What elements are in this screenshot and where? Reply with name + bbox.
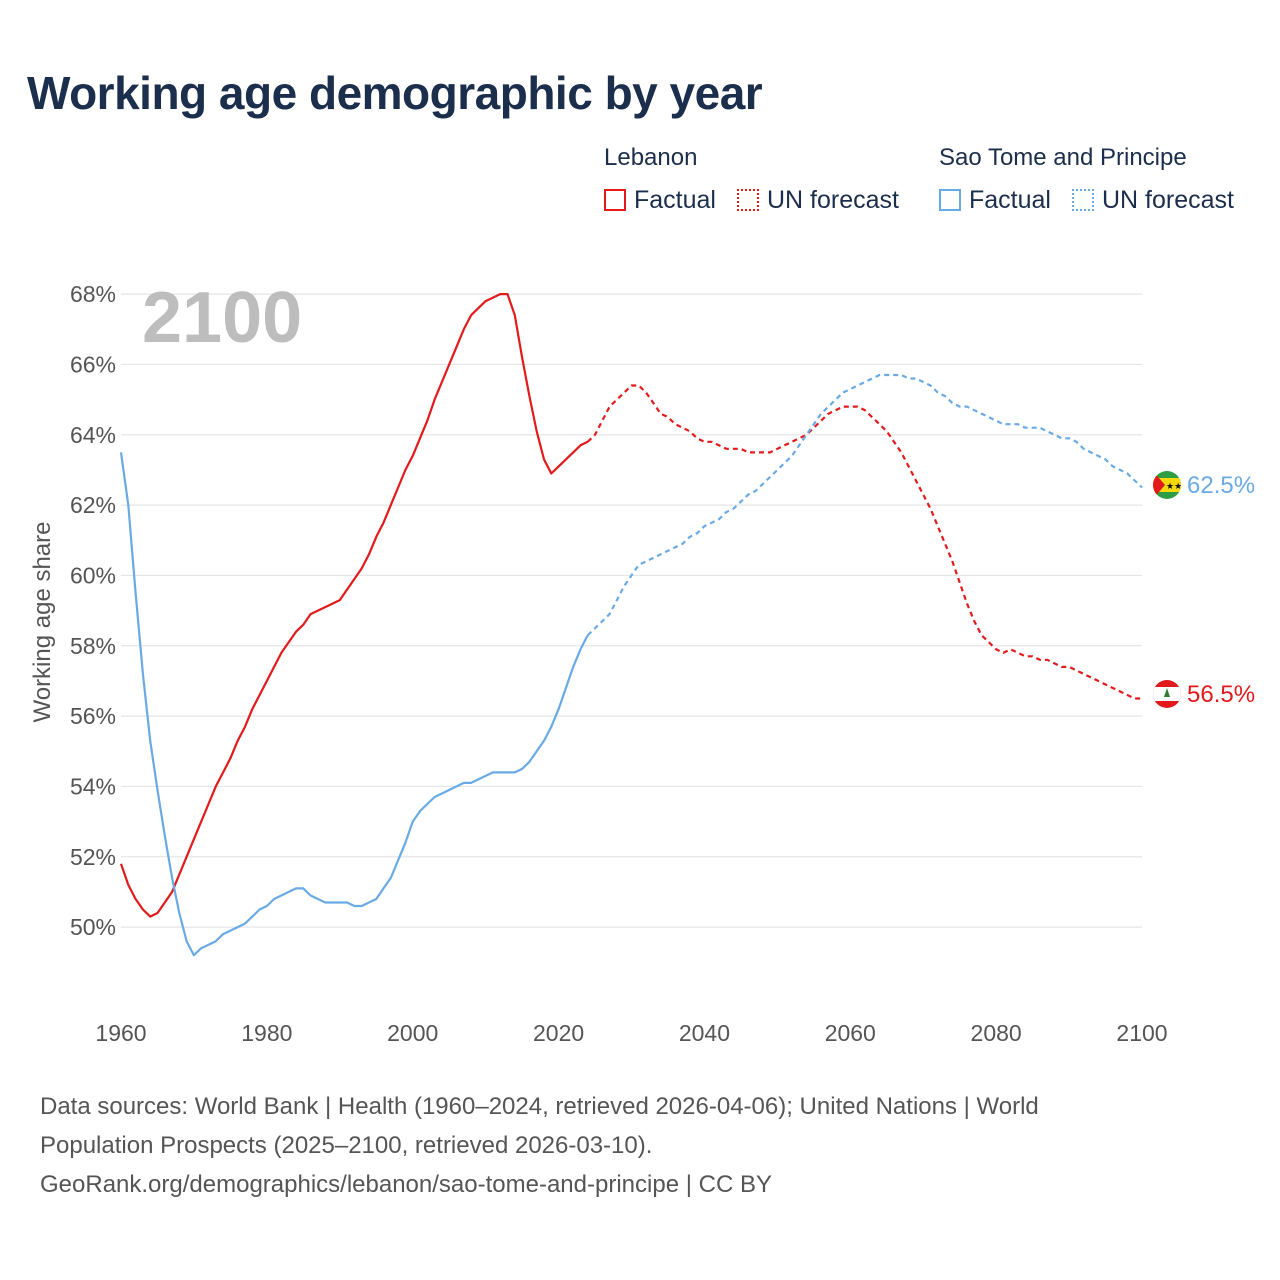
y-tick-label: 62% bbox=[70, 492, 116, 518]
gridlines bbox=[121, 293, 1142, 928]
footer-line: Data sources: World Bank | Health (1960–… bbox=[40, 1093, 1039, 1120]
legend-swatch-dotted-blue bbox=[1072, 189, 1094, 211]
y-tick-label: 52% bbox=[70, 844, 116, 870]
footer-sources: Data sources: World Bank | Health (1960–… bbox=[40, 1087, 1240, 1204]
y-tick-label: 66% bbox=[70, 351, 116, 377]
legend-swatch-solid-blue bbox=[939, 189, 961, 211]
footer-line: Population Prospects (2025–2100, retriev… bbox=[40, 1132, 653, 1159]
y-tick-label: 50% bbox=[70, 914, 116, 940]
legend-lebanon-factual[interactable]: Factual bbox=[604, 186, 716, 214]
legend-label: Factual bbox=[634, 185, 716, 214]
legend-label: UN forecast bbox=[767, 185, 899, 214]
y-tick-label: 58% bbox=[70, 633, 116, 659]
series-lines bbox=[119, 293, 1143, 957]
legend-swatch-solid-red bbox=[604, 189, 626, 211]
footer-link[interactable]: GeoRank.org/demographics/lebanon/sao-tom… bbox=[40, 1171, 772, 1198]
series-line-lebanon-factual bbox=[119, 293, 589, 918]
series-line-lebanon-forecast bbox=[586, 384, 1142, 700]
series-line-sao-tome-factual bbox=[119, 452, 589, 957]
x-tick-label: 2100 bbox=[1116, 1020, 1167, 1046]
x-tick-label: 1960 bbox=[95, 1020, 146, 1046]
end-value-label-sao-tome: 62.5% bbox=[1187, 472, 1255, 499]
x-tick-label: 2000 bbox=[387, 1020, 438, 1046]
x-tick-label: 1980 bbox=[241, 1020, 292, 1046]
y-axis-label: Working age share bbox=[29, 522, 56, 723]
legend-country-sao-tome: Sao Tome and Principe bbox=[939, 144, 1187, 171]
chart-title: Working age demographic by year bbox=[27, 67, 763, 119]
lebanon-flag-icon bbox=[1153, 680, 1181, 708]
y-axis-ticks: 50% 52% 54% 56% 58% 60% 62% 64% 66% 68% bbox=[70, 281, 116, 940]
legend-sao-tome-forecast[interactable]: UN forecast bbox=[1072, 186, 1234, 214]
svg-text:★★: ★★ bbox=[1166, 481, 1182, 491]
x-tick-label: 2080 bbox=[971, 1020, 1022, 1046]
y-tick-label: 56% bbox=[70, 703, 116, 729]
x-tick-label: 2040 bbox=[679, 1020, 730, 1046]
x-tick-label: 2020 bbox=[533, 1020, 584, 1046]
sao-tome-flag-icon: ★★ bbox=[1153, 471, 1182, 499]
legend-country-lebanon: Lebanon bbox=[604, 144, 698, 171]
legend-label: Factual bbox=[969, 185, 1051, 214]
series-line-sao-tome-forecast bbox=[586, 373, 1143, 636]
legend-label: UN forecast bbox=[1102, 185, 1234, 214]
legend-lebanon-forecast[interactable]: UN forecast bbox=[737, 186, 899, 214]
legend-swatch-dotted-red bbox=[737, 189, 759, 211]
y-tick-label: 68% bbox=[70, 281, 116, 307]
y-tick-label: 64% bbox=[70, 422, 116, 448]
y-tick-label: 54% bbox=[70, 773, 116, 799]
x-tick-label: 2060 bbox=[825, 1020, 876, 1046]
y-tick-label: 60% bbox=[70, 562, 116, 588]
x-axis-ticks: 1960 1980 2000 2020 2040 2060 2080 2100 bbox=[95, 1020, 1167, 1046]
legend-sao-tome-factual[interactable]: Factual bbox=[939, 186, 1051, 214]
end-value-label-lebanon: 56.5% bbox=[1187, 681, 1255, 708]
year-overlay-label: 2100 bbox=[142, 278, 302, 358]
